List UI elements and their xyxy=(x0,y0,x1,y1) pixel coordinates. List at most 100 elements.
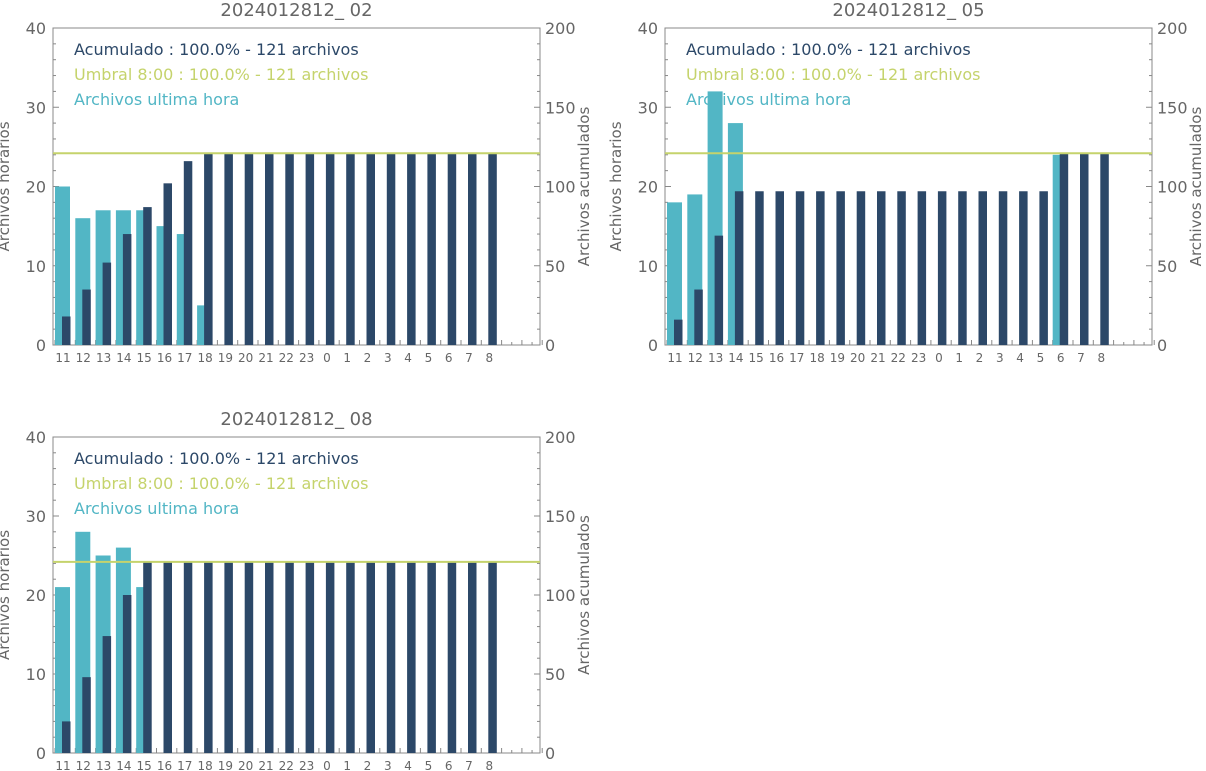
x-tick-label: 11 xyxy=(55,759,70,771)
chart-panel-2: 2024012812_ 05010203040050100150200Archi… xyxy=(607,0,1205,365)
x-tick-label: 20 xyxy=(850,351,865,365)
x-tick-label: 5 xyxy=(425,351,433,365)
cumulative-bar xyxy=(877,191,886,345)
x-tick-label: 23 xyxy=(911,351,926,365)
chart-title: 2024012812_ 02 xyxy=(220,0,372,21)
x-tick-label: 18 xyxy=(809,351,824,365)
x-tick-label: 21 xyxy=(258,759,273,771)
x-tick-label: 2 xyxy=(364,759,372,771)
x-tick-label: 14 xyxy=(728,351,743,365)
x-tick-label: 22 xyxy=(279,759,294,771)
cumulative-bar xyxy=(998,191,1008,345)
left-y-tick-label: 0 xyxy=(36,744,46,763)
x-tick-label: 3 xyxy=(996,351,1004,365)
cumulative-bar xyxy=(407,153,416,345)
cumulative-bar xyxy=(244,153,254,345)
cumulative-bar xyxy=(386,561,396,753)
cumulative-bar xyxy=(204,561,213,753)
cumulative-bar xyxy=(183,161,193,345)
x-tick-label: 16 xyxy=(769,351,784,365)
x-tick-label: 6 xyxy=(445,759,453,771)
x-tick-label: 16 xyxy=(157,351,172,365)
cumulative-bar xyxy=(366,153,375,345)
cumulative-bar xyxy=(714,235,724,345)
cumulative-bar xyxy=(488,561,497,753)
x-tick-label: 14 xyxy=(116,759,131,771)
cumulative-bar xyxy=(102,636,112,753)
cumulative-bar xyxy=(305,153,315,345)
x-tick-label: 21 xyxy=(870,351,885,365)
cumulative-bar xyxy=(468,153,477,345)
cumulative-bar xyxy=(143,561,152,753)
right-y-tick-label: 50 xyxy=(545,257,565,276)
cumulative-bar xyxy=(734,191,744,345)
cumulative-bar xyxy=(346,561,355,753)
x-tick-label: 2 xyxy=(976,351,984,365)
x-tick-label: 1 xyxy=(343,351,351,365)
left-y-tick-label: 10 xyxy=(26,665,46,684)
x-tick-label: 0 xyxy=(935,351,943,365)
cumulative-bar xyxy=(978,191,987,345)
left-y-tick-label: 40 xyxy=(638,19,658,38)
right-y-axis-label: Archivos acumulados xyxy=(575,107,593,267)
hourly-bar xyxy=(667,202,682,345)
right-y-tick-label: 50 xyxy=(545,665,565,684)
x-tick-label: 11 xyxy=(55,351,70,365)
x-tick-label: 12 xyxy=(76,759,91,771)
x-tick-label: 7 xyxy=(465,759,473,771)
x-tick-label: 17 xyxy=(177,759,192,771)
left-y-axis-label: Archivos horarios xyxy=(0,530,13,660)
x-tick-label: 15 xyxy=(749,351,764,365)
cumulative-bar xyxy=(427,153,436,345)
cumulative-bar xyxy=(122,595,132,753)
legend-entry: Umbral 8:00 : 100.0% - 121 archivos xyxy=(74,65,368,84)
cumulative-bar xyxy=(62,721,71,753)
x-tick-label: 23 xyxy=(299,351,314,365)
x-tick-label: 13 xyxy=(96,351,111,365)
right-y-tick-label: 200 xyxy=(545,19,576,38)
left-y-tick-label: 40 xyxy=(26,428,46,447)
cumulative-bar xyxy=(795,191,805,345)
cumulative-bar xyxy=(204,153,213,345)
x-tick-label: 13 xyxy=(708,351,723,365)
x-tick-label: 11 xyxy=(667,351,682,365)
cumulative-bar xyxy=(427,561,436,753)
right-y-tick-label: 200 xyxy=(545,428,576,447)
x-tick-label: 3 xyxy=(384,351,392,365)
cumulative-bar xyxy=(488,153,497,345)
hourly-bar xyxy=(55,186,70,345)
right-y-axis-label: Archivos acumulados xyxy=(1187,107,1205,267)
right-y-tick-label: 0 xyxy=(545,336,555,355)
right-y-tick-label: 50 xyxy=(1157,257,1177,276)
cumulative-bar xyxy=(163,183,172,345)
left-y-axis-label: Archivos horarios xyxy=(0,121,13,251)
cumulative-bar xyxy=(468,561,477,753)
left-y-tick-label: 10 xyxy=(26,257,46,276)
legend-entry: Acumulado : 100.0% - 121 archivos xyxy=(74,449,359,468)
cumulative-bar xyxy=(224,561,233,753)
right-y-tick-label: 100 xyxy=(545,586,576,605)
x-tick-label: 0 xyxy=(323,759,331,771)
hourly-bar xyxy=(55,587,70,753)
cumulative-bar xyxy=(62,316,71,345)
left-y-tick-label: 0 xyxy=(648,336,658,355)
chart-title: 2024012812_ 08 xyxy=(220,409,372,430)
right-y-axis-label: Archivos acumulados xyxy=(575,515,593,675)
right-y-tick-label: 150 xyxy=(545,507,576,526)
cumulative-bar xyxy=(674,319,683,345)
right-y-tick-label: 100 xyxy=(545,178,576,197)
x-tick-label: 4 xyxy=(1016,351,1024,365)
x-tick-label: 0 xyxy=(323,351,331,365)
left-y-tick-label: 20 xyxy=(638,178,658,197)
cumulative-bar xyxy=(102,262,112,345)
x-tick-label: 2 xyxy=(364,351,372,365)
chart-title: 2024012812_ 05 xyxy=(832,0,984,21)
legend-entry: Acumulado : 100.0% - 121 archivos xyxy=(686,40,971,59)
x-tick-label: 22 xyxy=(279,351,294,365)
cumulative-bar xyxy=(122,234,132,345)
cumulative-bar xyxy=(1059,153,1069,345)
cumulative-bar xyxy=(958,191,967,345)
x-tick-label: 17 xyxy=(177,351,192,365)
x-tick-label: 6 xyxy=(1057,351,1065,365)
cumulative-bar xyxy=(82,677,91,753)
